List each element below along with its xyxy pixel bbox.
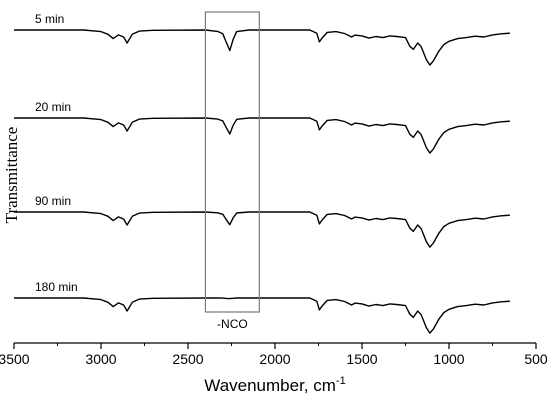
x-tick-label-3000: 3000 [85,351,116,367]
series-label-4: 180 min [35,280,78,294]
spectrum-line-4 [14,297,510,334]
nco-annotation-box [204,11,260,313]
spectrum-line-2 [14,117,510,154]
x-axis-title: Wavenumber, cm-1 [204,375,345,395]
series-label-2: 20 min [35,100,71,114]
nco-annotation-label: -NCO [217,317,248,331]
x-tick-label-3500: 3500 [0,351,30,367]
spectrum-line-3 [14,211,510,248]
x-tick-label-2000: 2000 [259,351,290,367]
x-tick-label-1000: 1000 [433,351,464,367]
spectrum-line-1 [14,29,510,66]
x-axis-title-text: Wavenumber, cm [204,376,336,395]
series-label-1: 5 min [35,12,64,26]
x-tick-label-500: 500 [524,351,548,367]
x-tick-label-2500: 2500 [172,351,203,367]
x-axis-title-superscript: -1 [336,375,346,387]
y-axis-title: Transmittance [2,127,21,224]
x-axis: 3500 3000 2500 2000 1500 1000 500 [0,342,548,367]
series-label-3: 90 min [35,194,71,208]
x-tick-label-1500: 1500 [346,351,377,367]
series-layer: 5 min 20 min 90 min 180 min [14,12,510,334]
